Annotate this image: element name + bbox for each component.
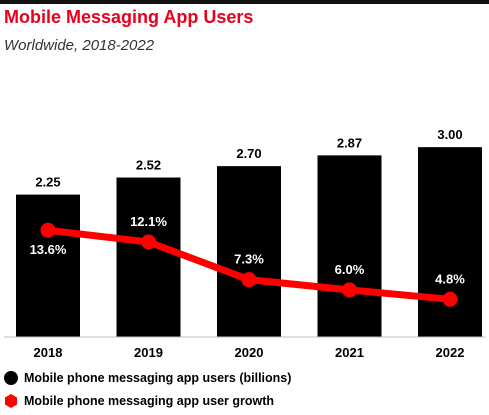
growth-point-2020 xyxy=(241,272,257,288)
bar-2022 xyxy=(418,147,482,337)
legend-label-users: Mobile phone messaging app users (billio… xyxy=(24,371,292,385)
black-circle-icon xyxy=(4,371,18,385)
bar-2019 xyxy=(116,177,181,337)
legend-item-growth: Mobile phone messaging app user growth xyxy=(4,394,274,408)
bars-layer xyxy=(16,147,482,337)
x-tick-label-2021: 2021 xyxy=(335,345,364,360)
top-rule xyxy=(0,0,489,4)
growth-point-2019 xyxy=(141,234,156,250)
chart-title: Mobile Messaging App Users xyxy=(4,7,254,27)
bar-value-label-2021: 2.87 xyxy=(337,135,362,150)
legend-label-growth: Mobile phone messaging app user growth xyxy=(24,394,275,408)
x-tick-label-2022: 2022 xyxy=(436,345,465,360)
growth-value-label-2022: 4.8% xyxy=(435,271,465,286)
bar-2020 xyxy=(217,166,281,337)
legend-item-users: Mobile phone messaging app users (billio… xyxy=(4,371,291,385)
bar-2018 xyxy=(16,194,80,337)
x-tick-label-2019: 2019 xyxy=(134,345,163,360)
labels-layer: 2.25 2018 2.52 2019 2.70 2020 2.87 2021 3.00 2022… xyxy=(30,127,466,360)
growth-line-layer xyxy=(40,222,458,307)
growth-value-label-2020: 7.3% xyxy=(234,252,264,267)
red-hexagon-icon xyxy=(5,394,17,408)
bar-value-label-2018: 2.25 xyxy=(35,175,60,190)
chart-subtitle: Worldwide, 2018-2022 xyxy=(4,37,155,54)
growth-point-2022 xyxy=(442,291,458,307)
bar-value-label-2020: 2.70 xyxy=(236,146,261,161)
bar-value-label-2022: 3.00 xyxy=(437,127,462,142)
bar-2021 xyxy=(317,155,382,337)
growth-value-label-2018: 13.6% xyxy=(30,242,67,257)
bar-value-label-2019: 2.52 xyxy=(136,158,161,173)
growth-value-label-2021: 6.0% xyxy=(335,262,365,277)
x-tick-label-2020: 2020 xyxy=(235,345,264,360)
growth-point-2018 xyxy=(40,222,56,238)
x-tick-label-2018: 2018 xyxy=(34,345,63,360)
growth-point-2021 xyxy=(342,282,357,298)
growth-value-label-2019: 12.1% xyxy=(130,214,167,229)
